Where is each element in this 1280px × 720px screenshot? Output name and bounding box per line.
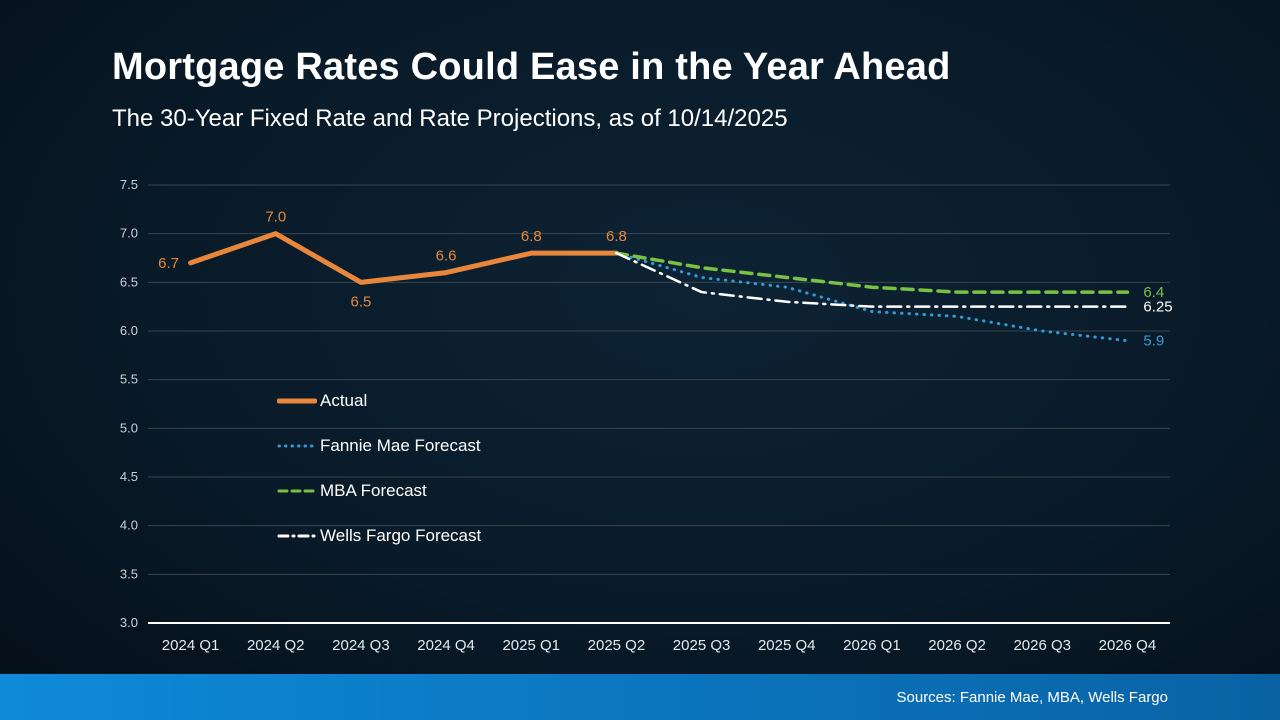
point-label: 6.7	[158, 255, 179, 272]
y-tick-label: 7.5	[120, 177, 138, 192]
y-tick-label: 4.0	[120, 518, 138, 533]
point-label: 6.5	[350, 293, 371, 310]
legend-item-actual: Actual	[277, 378, 481, 423]
x-tick-label: 2026 Q3	[1013, 637, 1071, 654]
legend-label-mba-forecast: MBA Forecast	[320, 480, 427, 500]
y-tick-label: 4.5	[120, 469, 138, 484]
footer-bar: Sources: Fannie Mae, MBA, Wells Fargo	[0, 674, 1280, 720]
chart-area: 3.0 3.5 4.0 4.5 5.0 5.5 6.0 6.5 7.0 7.5 2024 Q1 202…	[110, 170, 1180, 670]
y-tick-label: 3.5	[120, 566, 138, 581]
x-tick-label: 2026 Q2	[928, 637, 986, 654]
y-tick-label: 7.0	[120, 226, 138, 241]
x-tick-label: 2026 Q4	[1099, 637, 1157, 654]
end-label-wells-fargo-forecast: 6.25	[1143, 299, 1172, 316]
x-tick-label: 2025 Q1	[502, 637, 560, 654]
legend-swatch-actual-icon	[277, 398, 317, 403]
slide-header: Mortgage Rates Could Ease in the Year Ah…	[112, 46, 951, 133]
legend-item-wells-fargo-forecast: Wells Fargo Forecast	[277, 513, 481, 558]
end-label-mba-forecast: 6.4	[1143, 284, 1164, 301]
gridlines	[148, 184, 1170, 624]
series-line-mba-forecast	[614, 251, 1130, 294]
x-tick-label: 2025 Q2	[588, 637, 646, 654]
x-tick-label: 2025 Q3	[673, 637, 731, 654]
x-tick-label: 2024 Q3	[332, 637, 390, 654]
y-tick-label: 5.0	[120, 420, 138, 435]
series-line-actual	[188, 231, 619, 285]
chart-legend: Actual Fannie Mae Forecast MBA Forecast Wel…	[277, 378, 481, 558]
y-tick-label: 6.0	[120, 323, 138, 338]
legend-label-wells-fargo-forecast: Wells Fargo Forecast	[320, 525, 482, 545]
legend-swatch-fannie-mae-forecast-icon	[277, 444, 317, 447]
page-subtitle: The 30-Year Fixed Rate and Rate Projecti…	[112, 105, 788, 132]
series-line-fannie-mae-forecast	[614, 251, 1129, 343]
x-tick-label: 2024 Q1	[162, 637, 220, 654]
series-line-wells-fargo-forecast	[615, 251, 1129, 308]
point-label: 6.8	[606, 228, 627, 245]
legend-item-mba-forecast: MBA Forecast	[277, 468, 481, 513]
page-title: Mortgage Rates Could Ease in the Year Ah…	[112, 46, 951, 88]
legend-label-fannie-mae-forecast: Fannie Mae Forecast	[320, 435, 481, 455]
legend-item-fannie-mae-forecast: Fannie Mae Forecast	[277, 423, 481, 468]
x-axis-labels: 2024 Q1 2024 Q2 2024 Q3 2024 Q4 2025 Q1 2025 …	[162, 637, 1156, 654]
legend-label-actual: Actual	[320, 390, 368, 410]
point-label: 6.8	[521, 228, 542, 245]
y-axis-labels: 3.0 3.5 4.0 4.5 5.0 5.5 6.0 6.5 7.0 7.5	[120, 177, 138, 630]
y-tick-label: 5.5	[120, 372, 138, 387]
sources-text: Sources: Fannie Mae, MBA, Wells Fargo	[896, 688, 1169, 706]
x-tick-label: 2024 Q2	[247, 637, 305, 654]
point-label: 6.6	[436, 248, 457, 265]
end-label-fannie-mae-forecast: 5.9	[1143, 333, 1164, 350]
point-label: 7.0	[265, 209, 286, 226]
legend-swatch-mba-forecast-icon	[277, 489, 317, 492]
x-tick-label: 2026 Q1	[843, 637, 901, 654]
y-tick-label: 3.0	[120, 615, 138, 630]
point-labels-actual: 6.7 7.0 6.5 6.6 6.8 6.8	[158, 209, 627, 311]
legend-swatch-wells-fargo-forecast-icon	[277, 534, 317, 537]
y-tick-label: 6.5	[120, 274, 138, 289]
x-tick-label: 2024 Q4	[417, 637, 475, 654]
x-tick-label: 2025 Q4	[758, 637, 816, 654]
